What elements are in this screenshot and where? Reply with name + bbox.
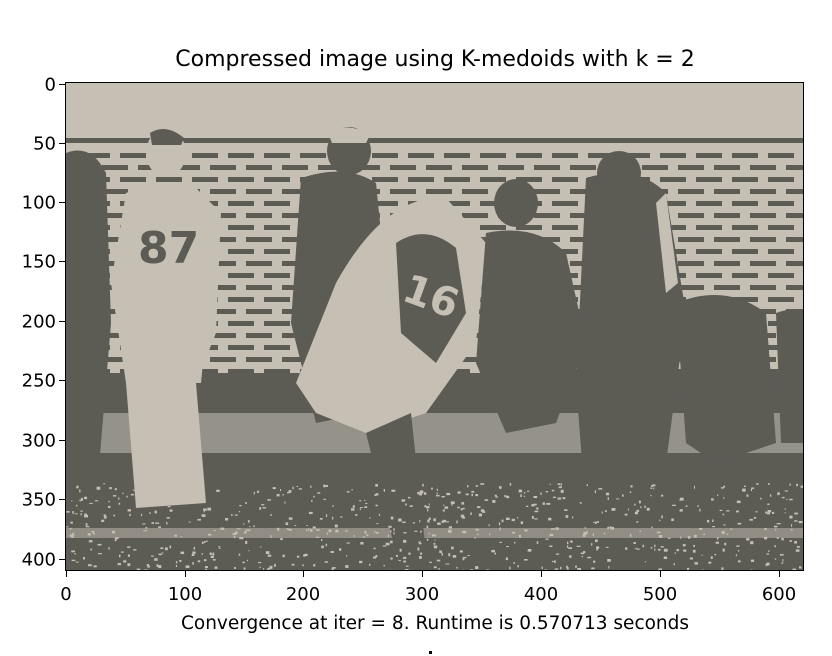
x-tick-label: 100 (167, 584, 203, 605)
x-tick-mark (422, 571, 424, 577)
y-tick-mark (59, 261, 65, 263)
x-tick-mark (66, 571, 68, 577)
x-axis-label: Convergence at iter = 8. Runtime is 0.57… (180, 613, 690, 634)
x-tick-label: 500 (642, 584, 678, 605)
x-tick-mark (779, 571, 781, 577)
y-tick-label: 400 (21, 549, 56, 571)
y-tick-mark (59, 84, 65, 86)
x-tick-mark (303, 571, 305, 577)
y-tick-mark (59, 559, 65, 561)
y-tick-label: 150 (21, 251, 56, 273)
x-tick-label: 300 (404, 584, 440, 605)
y-tick-label: 0 (44, 74, 56, 96)
y-tick-mark (59, 202, 65, 204)
x-tick-label: 200 (285, 584, 321, 605)
x-tick-label: 400 (523, 584, 559, 605)
y-tick-mark (59, 143, 65, 145)
y-tick-mark (59, 440, 65, 442)
jersey-number: 87 (138, 223, 199, 274)
x-tick-mark (185, 571, 187, 577)
y-tick-mark (59, 321, 65, 323)
y-tick-label: 250 (21, 370, 56, 392)
x-tick-mark (541, 571, 543, 577)
y-tick-label: 350 (21, 489, 56, 511)
ground-speckle (66, 483, 803, 570)
y-tick-mark (59, 499, 65, 501)
y-tick-label: 50 (33, 133, 56, 155)
x-tick-label: 0 (60, 584, 72, 605)
plot-title: Compressed image using K-medoids with k … (175, 47, 695, 72)
compressed-image: 87 16 (66, 83, 803, 570)
x-tick-mark (660, 571, 662, 577)
y-tick-mark (59, 380, 65, 382)
image-axes: 87 16 (65, 82, 804, 571)
stray-dot (429, 651, 432, 654)
y-tick-label: 300 (21, 430, 56, 452)
x-tick-label: 600 (761, 584, 797, 605)
players: 87 16 (66, 127, 803, 553)
y-tick-label: 100 (21, 192, 56, 214)
y-tick-label: 200 (21, 311, 56, 333)
sky-region (66, 83, 803, 141)
